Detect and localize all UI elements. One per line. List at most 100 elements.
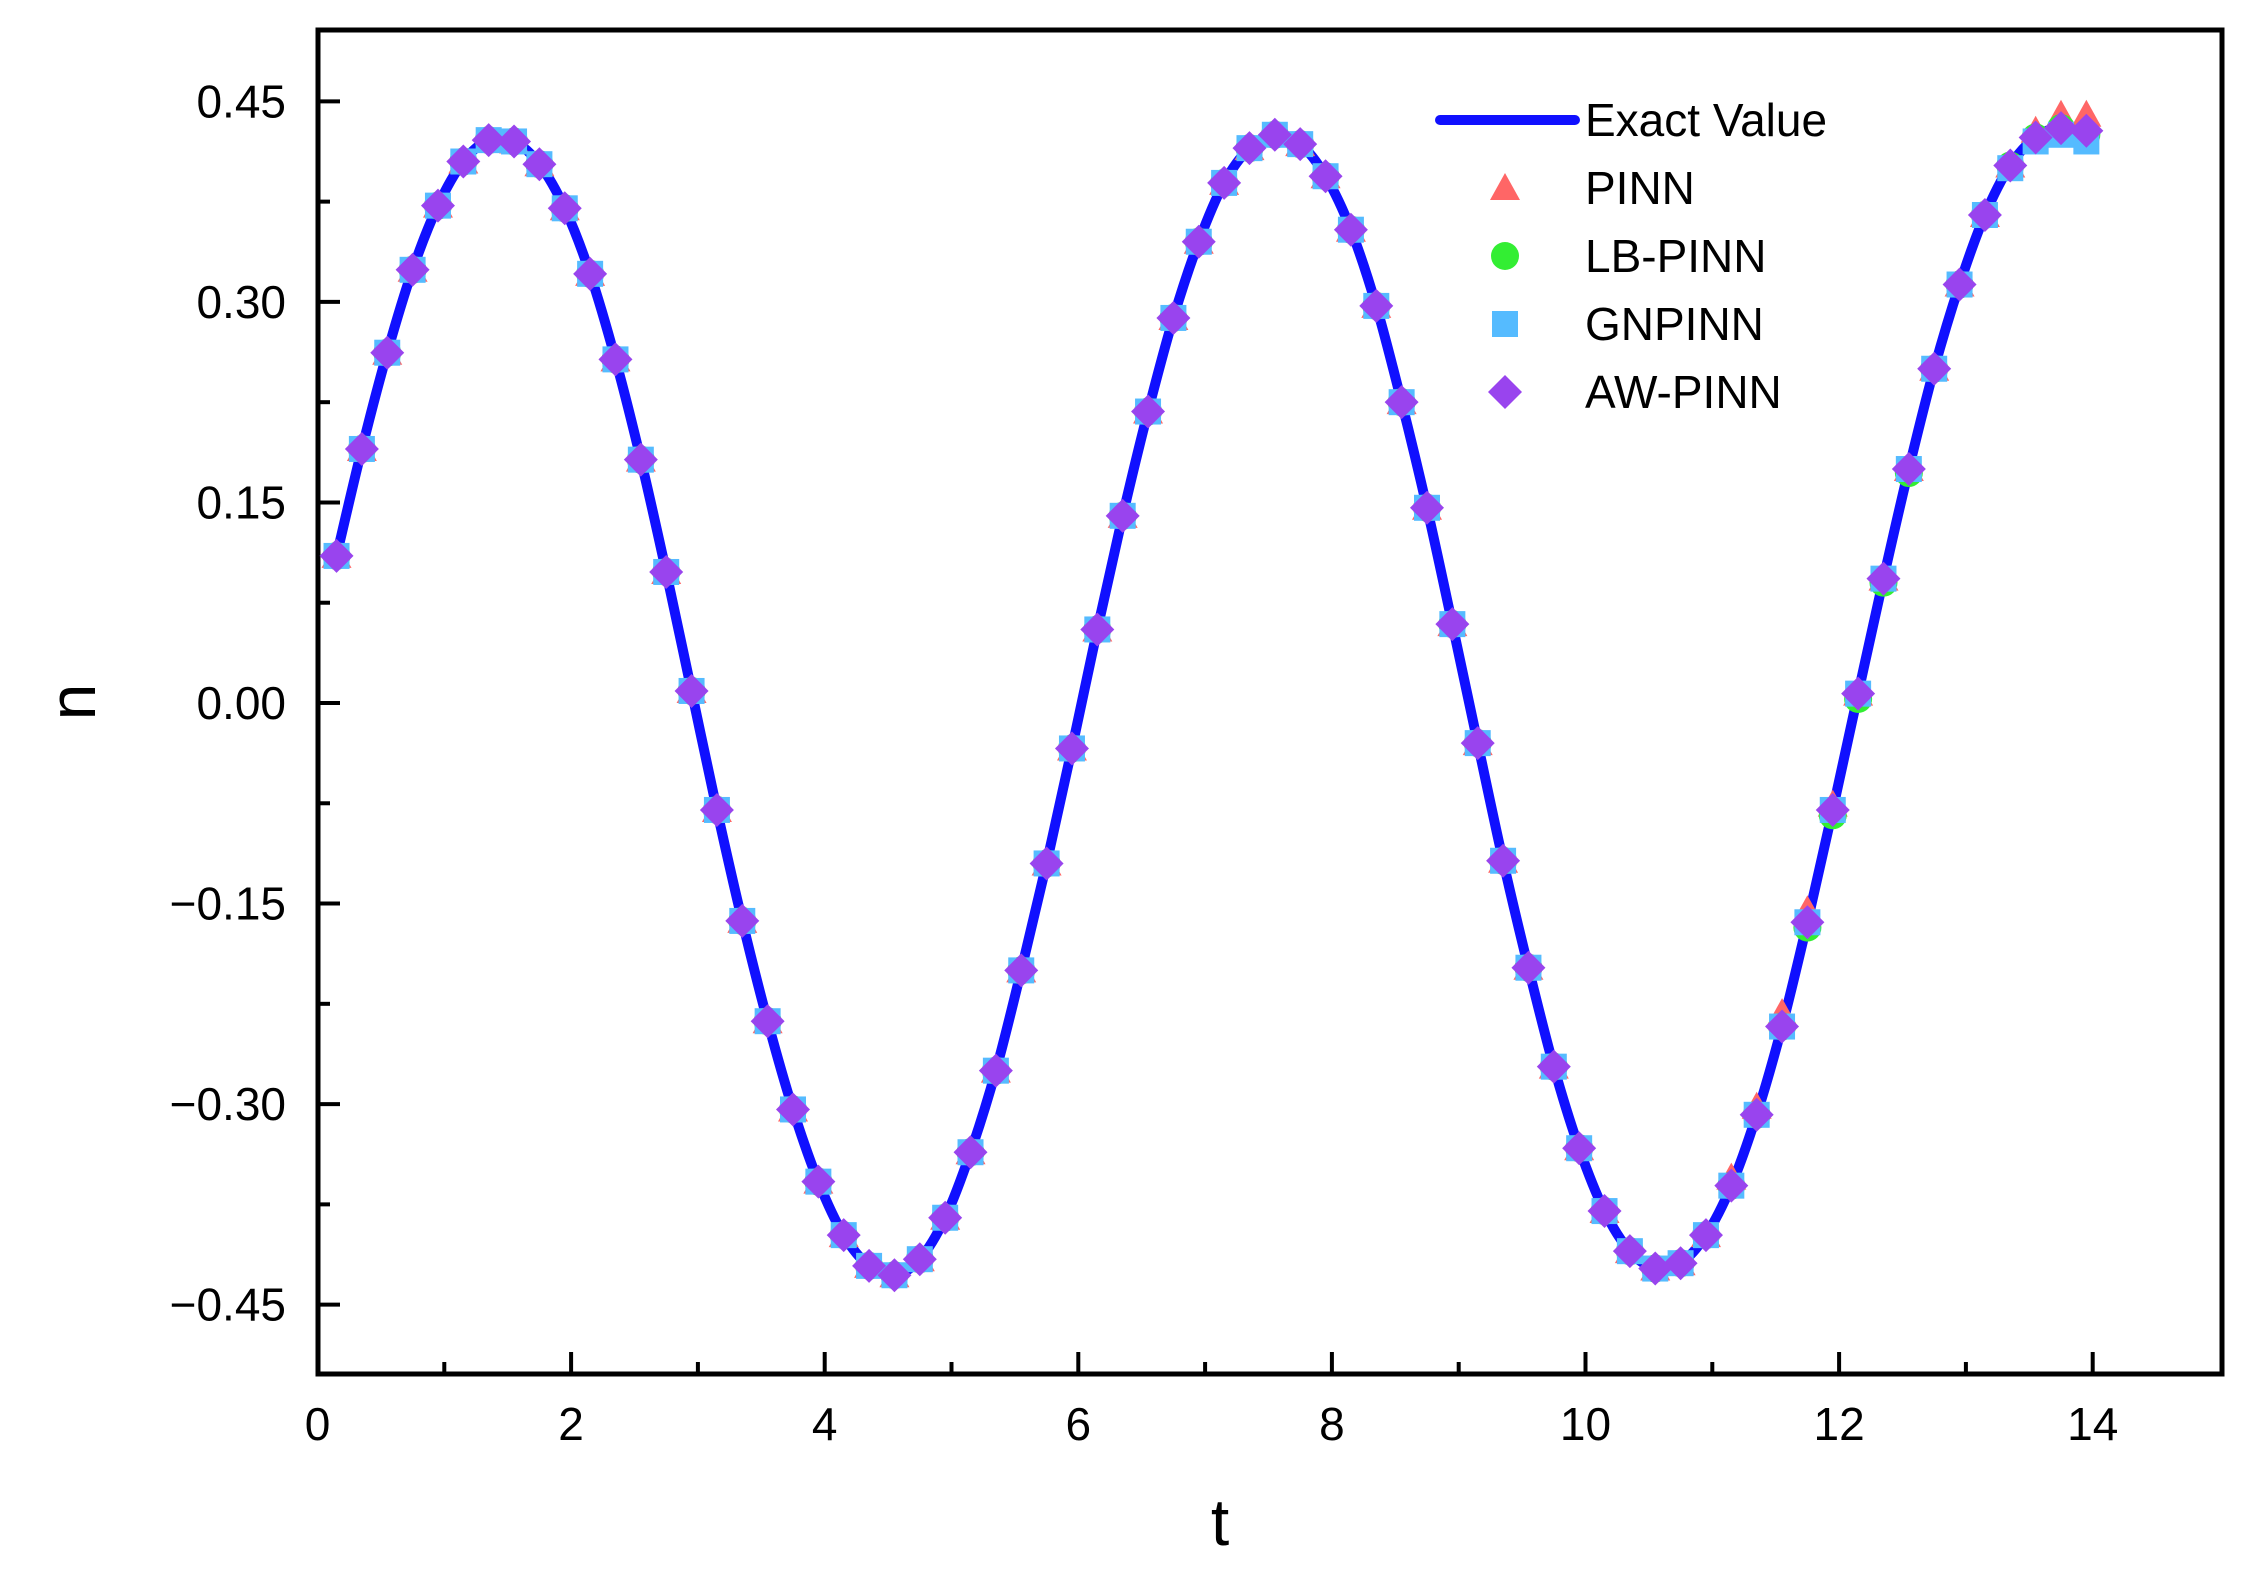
point-aw-pinn — [1257, 117, 1292, 152]
point-aw-pinn — [1054, 731, 1089, 766]
point-aw-pinn — [1841, 676, 1876, 711]
y-tick-label: −0.30 — [170, 1078, 286, 1130]
point-aw-pinn — [826, 1218, 861, 1253]
point-aw-pinn — [1866, 561, 1901, 596]
point-aw-pinn — [1891, 452, 1926, 487]
point-aw-pinn — [370, 335, 405, 370]
point-aw-pinn — [471, 123, 506, 158]
point-aw-pinn — [776, 1092, 810, 1127]
point-aw-pinn — [1131, 394, 1166, 429]
series-line-exact-value — [331, 123, 2092, 1281]
point-aw-pinn — [1587, 1194, 1622, 1229]
x-tick-label: 6 — [1066, 1398, 1092, 1450]
point-aw-pinn — [395, 252, 430, 287]
point-aw-pinn — [1612, 1234, 1647, 1269]
y-tick-label: −0.15 — [170, 878, 286, 930]
legend-label: GNPINN — [1585, 298, 1764, 350]
legend-item-pinn: PINN — [1490, 162, 1695, 214]
point-aw-pinn — [598, 342, 633, 377]
point-aw-pinn — [699, 792, 734, 827]
point-aw-pinn — [1536, 1049, 1571, 1084]
point-aw-pinn — [1410, 490, 1444, 525]
y-tick-label: 0.45 — [196, 75, 286, 127]
legend-label: Exact Value — [1585, 94, 1827, 146]
legend-item-lb-pinn: LB-PINN — [1491, 230, 1766, 282]
point-aw-pinn — [1993, 148, 2028, 183]
point-aw-pinn — [1181, 224, 1216, 259]
point-aw-pinn — [2018, 120, 2053, 155]
legend-item-gnpinn: GNPINN — [1492, 298, 1764, 350]
point-aw-pinn — [522, 147, 557, 182]
point-aw-pinn — [2044, 111, 2078, 146]
point-aw-pinn — [1917, 351, 1952, 386]
point-aw-pinn — [750, 1004, 785, 1039]
y-tick-label: −0.45 — [170, 1279, 286, 1331]
point-aw-pinn — [1486, 843, 1521, 878]
point-aw-pinn — [1308, 159, 1343, 194]
x-tick-label: 4 — [812, 1398, 838, 1450]
x-tick-label: 12 — [1814, 1398, 1865, 1450]
point-aw-pinn — [1765, 1009, 1800, 1044]
point-aw-pinn — [623, 442, 658, 477]
point-aw-pinn — [1714, 1168, 1749, 1203]
legend-item-aw-pinn: AW-PINN — [1488, 366, 1782, 418]
x-axis-title: t — [1211, 1485, 1229, 1559]
point-aw-pinn — [446, 144, 481, 179]
point-aw-pinn — [1080, 612, 1115, 647]
point-aw-pinn — [1156, 300, 1191, 335]
point-aw-pinn — [319, 538, 354, 573]
point-aw-pinn — [547, 191, 582, 226]
x-tick-label: 14 — [2067, 1398, 2118, 1450]
point-aw-pinn — [1663, 1246, 1698, 1281]
point-aw-pinn — [649, 554, 684, 589]
point-aw-pinn — [1232, 131, 1267, 166]
point-aw-pinn — [1460, 726, 1495, 761]
point-aw-pinn — [1384, 385, 1419, 420]
point-aw-pinn — [902, 1242, 937, 1277]
point-aw-pinn — [1562, 1131, 1597, 1166]
point-aw-pinn — [1790, 905, 1825, 940]
y-tick-label: 0.15 — [196, 476, 286, 528]
point-aw-pinn — [1207, 165, 1242, 200]
ticks-layer: 0 2 4 6 8 10 12 14 0.45 0.30 0.15 0.00 −0.15 −0.30 −0.… — [170, 75, 2119, 1450]
plot-frame — [315, 27, 2225, 1377]
x-tick-label: 2 — [558, 1398, 584, 1450]
point-aw-pinn — [573, 256, 608, 291]
legend-label: PINN — [1585, 162, 1695, 214]
y-tick-label: 0.30 — [196, 276, 286, 328]
point-aw-pinn — [1942, 267, 1977, 302]
x-tick-label: 8 — [1319, 1398, 1345, 1450]
point-aw-pinn — [1029, 846, 1064, 881]
point-aw-pinn — [1739, 1097, 1774, 1132]
legend-swatch — [1490, 173, 1520, 200]
point-aw-pinn — [953, 1135, 988, 1170]
point-aw-pinn — [801, 1164, 836, 1199]
point-aw-pinn — [1511, 950, 1546, 985]
point-aw-pinn — [1638, 1251, 1673, 1286]
legend-swatch — [1488, 375, 1522, 409]
point-aw-pinn — [2069, 113, 2104, 148]
legend-label: AW-PINN — [1585, 366, 1782, 418]
point-aw-pinn — [1333, 212, 1368, 247]
point-aw-pinn — [1815, 792, 1850, 827]
point-aw-pinn — [852, 1248, 887, 1283]
point-aw-pinn — [1688, 1218, 1723, 1253]
y-axis-title: n — [35, 684, 109, 721]
point-aw-pinn — [1004, 953, 1039, 988]
point-aw-pinn — [1359, 288, 1394, 323]
point-aw-pinn — [344, 431, 379, 466]
x-tick-label: 10 — [1560, 1398, 1611, 1450]
series-lb-pinn — [322, 114, 2101, 1290]
legend-swatch — [1491, 242, 1519, 270]
x-tick-label: 0 — [305, 1398, 331, 1450]
point-aw-pinn — [674, 673, 709, 708]
point-aw-pinn — [877, 1258, 912, 1293]
point-aw-pinn — [978, 1053, 1013, 1088]
point-aw-pinn — [1967, 197, 2002, 232]
point-aw-pinn — [1435, 607, 1470, 642]
point-aw-pinn — [928, 1200, 963, 1235]
y-tick-label: 0.00 — [196, 677, 286, 729]
point-aw-pinn — [420, 188, 455, 223]
legend: Exact Value PINN LB-PINN GNPINN AW-PINN — [1435, 94, 1827, 418]
